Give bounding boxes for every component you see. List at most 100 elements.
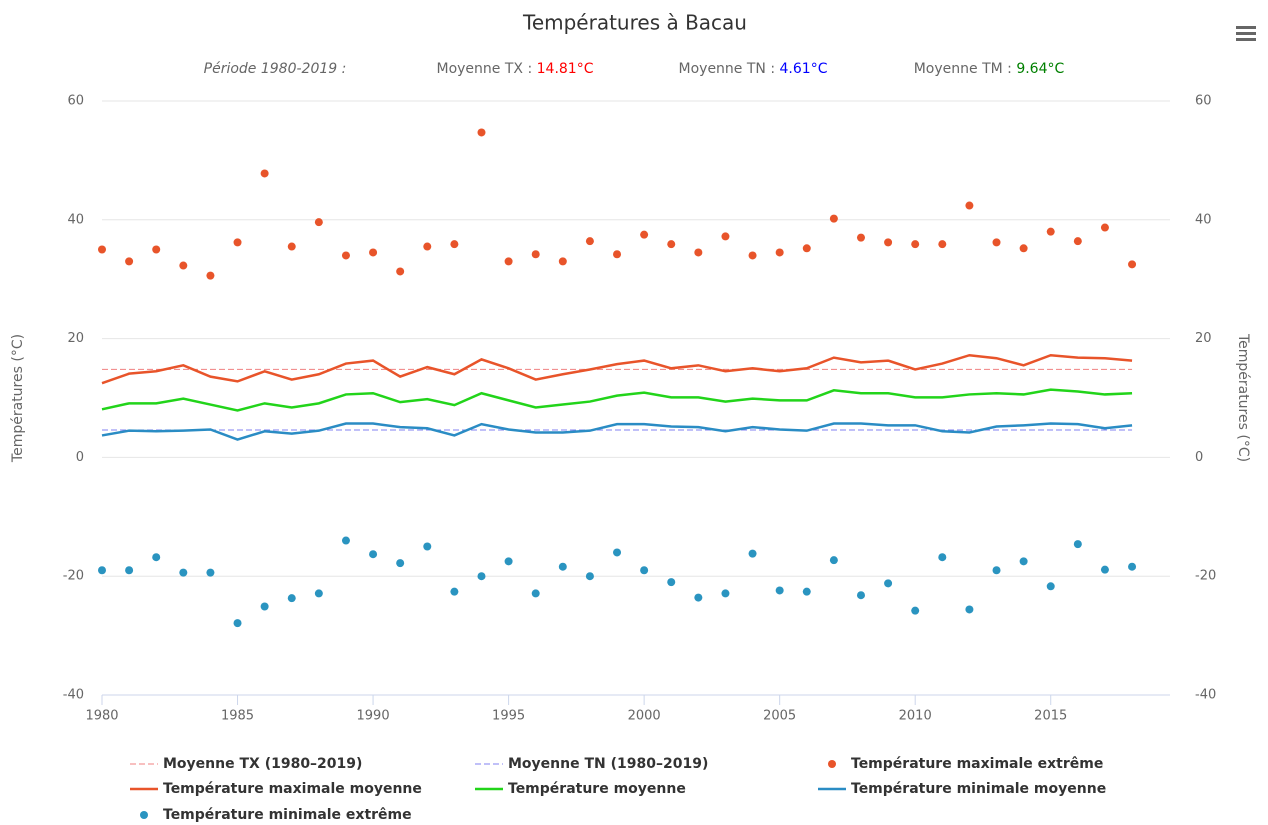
point	[314, 589, 323, 598]
point	[477, 128, 486, 137]
point	[1046, 227, 1055, 236]
point	[802, 244, 811, 253]
y2-tick-label: -40	[1195, 688, 1216, 703]
point	[396, 559, 405, 568]
point	[938, 240, 947, 249]
stat-label: Moyenne TM :	[914, 61, 1017, 77]
y2-tick-label: 20	[1195, 331, 1212, 346]
x-tick-label: 2010	[899, 709, 932, 724]
point	[477, 572, 486, 581]
y2-axis-title: Températures (°C)	[1235, 333, 1251, 462]
point	[450, 240, 459, 249]
point	[585, 237, 594, 246]
point	[369, 550, 378, 559]
stat-value: 14.81°C	[537, 61, 594, 77]
point	[992, 566, 1001, 575]
point	[1073, 237, 1082, 246]
menu-bar[interactable]	[1236, 26, 1256, 29]
point	[694, 248, 703, 257]
point	[233, 238, 242, 247]
point	[233, 619, 242, 628]
y-axis-title: Températures (°C)	[10, 334, 26, 463]
point	[206, 271, 215, 280]
point	[450, 587, 459, 596]
point	[748, 251, 757, 260]
menu-bar[interactable]	[1236, 38, 1256, 41]
point	[152, 553, 161, 562]
x-tick-label: 1980	[85, 709, 118, 724]
point	[721, 232, 730, 241]
menu-button[interactable]	[1236, 26, 1256, 41]
point	[585, 572, 594, 581]
legend-label[interactable]: Température maximale moyenne	[163, 781, 422, 797]
point	[613, 250, 622, 259]
point	[640, 566, 649, 575]
legend-label[interactable]: Température minimale moyenne	[851, 781, 1106, 797]
x-tick-label: 1995	[492, 709, 525, 724]
point	[152, 245, 161, 254]
series-line	[101, 388, 1133, 412]
menu-bar[interactable]	[1236, 32, 1256, 35]
legend-label[interactable]: Température minimale extrême	[163, 807, 412, 823]
point	[829, 214, 838, 223]
point	[341, 536, 350, 545]
legend-symbol	[828, 760, 836, 768]
point	[667, 578, 676, 587]
x-tick-label: 1990	[357, 709, 390, 724]
point	[504, 257, 513, 266]
point	[911, 606, 920, 615]
series-line	[101, 353, 1133, 385]
point	[287, 242, 296, 251]
y-tick-label: 40	[67, 212, 84, 227]
point	[423, 542, 432, 551]
point	[856, 233, 865, 242]
point	[504, 557, 513, 566]
legend-label[interactable]: Moyenne TX (1980–2019)	[163, 756, 362, 772]
chart-title: Températures à Bacau	[522, 11, 747, 35]
y-tick-label: -40	[63, 688, 84, 703]
legend-symbol	[140, 811, 148, 819]
legend-label[interactable]: Température maximale extrême	[851, 756, 1103, 772]
y-tick-label: 20	[67, 331, 84, 346]
point	[314, 218, 323, 227]
y2-tick-label: 40	[1195, 212, 1212, 227]
point	[341, 251, 350, 260]
y-tick-label: -20	[63, 569, 84, 584]
point	[748, 549, 757, 558]
stat-label: Moyenne TN :	[679, 61, 780, 77]
point	[775, 248, 784, 257]
point	[287, 594, 296, 603]
point	[911, 240, 920, 249]
point	[1073, 540, 1082, 549]
point	[1019, 244, 1028, 253]
legend-label[interactable]: Moyenne TN (1980–2019)	[508, 756, 708, 772]
point	[884, 579, 893, 588]
y2-tick-label: -20	[1195, 569, 1216, 584]
stat: Moyenne TX : 14.81°C	[437, 61, 594, 77]
stat: Moyenne TN : 4.61°C	[679, 61, 828, 77]
point	[423, 242, 432, 251]
point	[856, 591, 865, 600]
point	[125, 257, 134, 266]
stat: Moyenne TM : 9.64°C	[914, 61, 1065, 77]
y-tick-label: 0	[76, 450, 84, 465]
point	[260, 169, 269, 178]
legend-label[interactable]: Température moyenne	[508, 781, 686, 797]
point	[125, 566, 134, 575]
point	[802, 587, 811, 596]
point	[1100, 223, 1109, 232]
point	[721, 589, 730, 598]
point	[965, 201, 974, 210]
point	[179, 568, 188, 577]
y-tick-label: 60	[67, 94, 84, 109]
stat-label: Moyenne TX :	[437, 61, 537, 77]
point	[775, 586, 784, 595]
point	[640, 230, 649, 239]
point	[206, 568, 215, 577]
point	[884, 238, 893, 247]
x-tick-label: 2000	[628, 709, 661, 724]
subtitle: Période 1980-2019 :	[204, 61, 347, 77]
x-tick-label: 2015	[1034, 709, 1067, 724]
point	[667, 240, 676, 249]
